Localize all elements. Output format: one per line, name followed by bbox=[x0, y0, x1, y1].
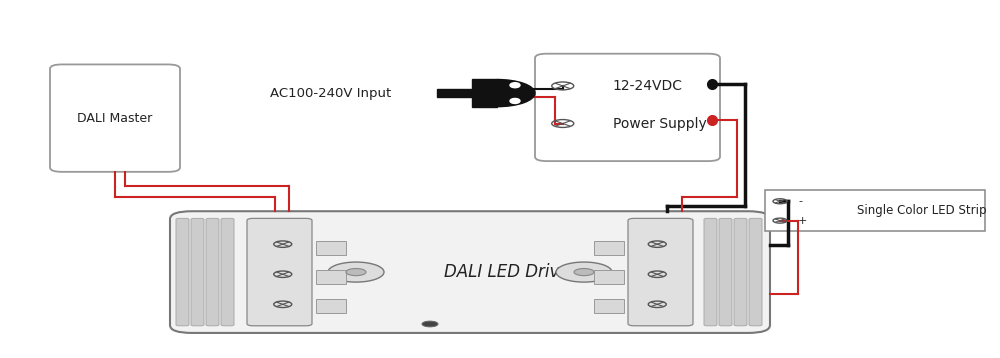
Text: 12-24VDC: 12-24VDC bbox=[613, 79, 683, 93]
Bar bbox=[472, 79, 497, 107]
Text: -: - bbox=[798, 196, 802, 206]
Circle shape bbox=[422, 321, 438, 327]
FancyBboxPatch shape bbox=[191, 218, 204, 326]
Bar bbox=[594, 241, 624, 255]
FancyBboxPatch shape bbox=[704, 218, 717, 326]
Text: DALI LED Driver: DALI LED Driver bbox=[444, 263, 576, 281]
FancyBboxPatch shape bbox=[221, 218, 234, 326]
FancyBboxPatch shape bbox=[734, 218, 747, 326]
Bar bbox=[437, 89, 475, 97]
FancyBboxPatch shape bbox=[247, 218, 312, 326]
Bar bbox=[316, 241, 346, 255]
Text: Single Color LED Strip: Single Color LED Strip bbox=[857, 204, 987, 217]
Wedge shape bbox=[497, 79, 535, 107]
Circle shape bbox=[556, 262, 612, 282]
FancyBboxPatch shape bbox=[628, 218, 693, 326]
FancyBboxPatch shape bbox=[206, 218, 219, 326]
FancyBboxPatch shape bbox=[170, 211, 770, 333]
Ellipse shape bbox=[510, 98, 520, 103]
Bar bbox=[594, 270, 624, 284]
FancyBboxPatch shape bbox=[176, 218, 189, 326]
Ellipse shape bbox=[510, 83, 520, 88]
Text: Power Supply: Power Supply bbox=[613, 116, 706, 131]
Circle shape bbox=[346, 268, 366, 276]
FancyBboxPatch shape bbox=[749, 218, 762, 326]
Bar bbox=[594, 299, 624, 313]
Text: DALI Master: DALI Master bbox=[77, 112, 153, 125]
FancyBboxPatch shape bbox=[535, 54, 720, 161]
Bar bbox=[316, 270, 346, 284]
Bar bbox=[765, 190, 985, 231]
FancyBboxPatch shape bbox=[50, 64, 180, 172]
Circle shape bbox=[574, 268, 594, 276]
FancyBboxPatch shape bbox=[719, 218, 732, 326]
Bar bbox=[316, 299, 346, 313]
Text: AC100-240V Input: AC100-240V Input bbox=[270, 87, 391, 100]
Text: +: + bbox=[798, 216, 807, 226]
Circle shape bbox=[328, 262, 384, 282]
